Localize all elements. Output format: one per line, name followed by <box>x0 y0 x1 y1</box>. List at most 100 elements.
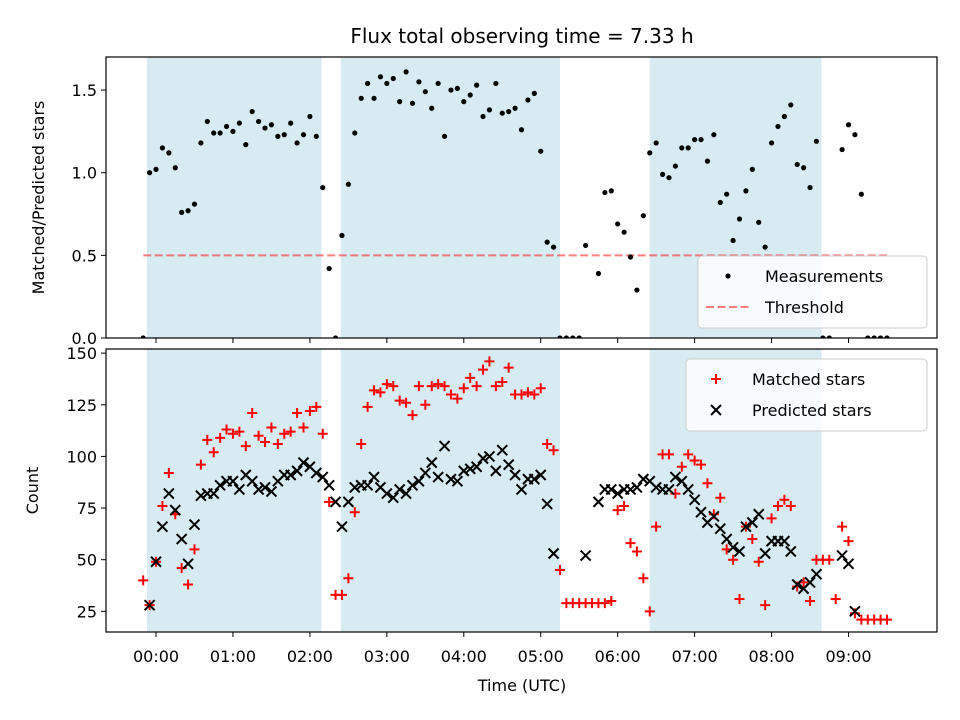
measurement-point <box>377 74 384 80</box>
ratio-panel: 0.0 0.5 1.0 1.5 Matched/Predicted stars Measu… <box>29 56 938 348</box>
matched-star-point <box>471 381 482 392</box>
measurement-point <box>768 140 775 146</box>
matched-star-point <box>503 362 514 373</box>
measurement-point <box>518 127 525 133</box>
matched-star-point <box>240 441 251 452</box>
x-tick-label: 01:00 <box>210 647 256 666</box>
measurement-point <box>692 137 698 143</box>
measurement-point <box>627 254 634 260</box>
count-panel: 25 50 75 100 125 150 00:00 01:00 02:00 03:00 04:00… <box>23 344 938 666</box>
predicted-star-point <box>227 475 239 487</box>
measurement-point <box>409 100 416 106</box>
matched-star-point <box>484 356 495 367</box>
predicted-star-point <box>695 506 707 518</box>
matched-star-point <box>285 426 296 437</box>
x-tick-label: 08:00 <box>749 647 795 666</box>
matched-star-point <box>336 589 347 600</box>
measurement-point <box>499 110 505 116</box>
measurement-point <box>403 69 409 75</box>
matched-star-point <box>362 401 373 412</box>
predicted-star-point <box>579 549 592 562</box>
measurement-point <box>268 122 275 128</box>
y-tick-label: 125 <box>66 396 97 415</box>
measurement-point <box>653 140 659 146</box>
measurement-point <box>788 102 794 108</box>
predicted-star-point <box>535 469 547 481</box>
measurement-point <box>743 188 749 194</box>
predicted-star-point <box>753 508 765 520</box>
predicted-star-point <box>611 487 624 500</box>
matched-star-point <box>696 459 707 470</box>
matched-star-point <box>215 432 226 443</box>
predicted-star-point <box>323 479 335 492</box>
predicted-star-point <box>445 473 457 485</box>
matched-star-point <box>779 494 790 505</box>
predicted-star-point <box>669 471 682 483</box>
matched-star-point <box>663 449 674 460</box>
predicted-star-point <box>477 452 489 465</box>
measurement-point <box>147 170 153 176</box>
predicted-star-point <box>368 471 380 483</box>
matched-star-point <box>554 565 565 576</box>
x-tick-label: 03:00 <box>364 647 410 666</box>
matched-star-point <box>401 397 412 408</box>
measurement-point <box>358 95 364 101</box>
measurement-point <box>865 335 871 338</box>
measurement-point <box>429 105 435 111</box>
x-tick-label: 09:00 <box>825 647 871 666</box>
predicted-star-point <box>400 487 412 500</box>
predicted-star-point <box>406 479 419 492</box>
measurement-point <box>371 95 377 101</box>
predicted-star-point <box>720 533 733 545</box>
measurement-point <box>544 239 550 245</box>
matched-star-point <box>766 513 777 524</box>
measurement-point <box>249 108 255 115</box>
predicted-star-point <box>778 535 791 547</box>
matched-star-point <box>651 521 662 532</box>
measurement-point <box>801 165 807 171</box>
x-tick-label: 07:00 <box>672 647 718 666</box>
predicted-star-point <box>336 520 348 533</box>
predicted-star-point <box>265 485 278 498</box>
matched-star-point <box>388 381 399 392</box>
measurement-point <box>595 270 602 277</box>
matched-star-point <box>683 449 694 460</box>
matched-star-point <box>445 389 456 400</box>
measurement-point <box>749 166 755 172</box>
matched-star-point <box>253 430 264 441</box>
predicted-star-point <box>483 450 496 463</box>
measurement-point <box>506 108 512 115</box>
measurement-point <box>512 105 518 111</box>
matched-star-point <box>728 554 739 565</box>
predicted-star-point <box>740 520 752 533</box>
y-tick-label: 150 <box>66 344 97 363</box>
measurement-point <box>281 132 287 138</box>
x-tick-label: 00:00 <box>133 647 179 666</box>
predicted-star-point <box>528 473 541 485</box>
predicted-star-point <box>836 549 848 562</box>
measurement-point <box>236 120 242 126</box>
measurement-point <box>300 132 307 138</box>
predicted-star-point <box>156 520 169 533</box>
measurement-point <box>223 123 230 130</box>
measurement-point <box>441 133 448 139</box>
y-tick-label: 25 <box>77 602 97 621</box>
matched-star-point <box>439 381 450 392</box>
matched-star-point <box>824 554 835 565</box>
measurement-point <box>756 219 762 225</box>
predicted-star-point <box>547 547 560 560</box>
matched-star-point <box>208 447 219 458</box>
predicted-star-point <box>509 469 521 481</box>
measurement-point <box>448 87 454 93</box>
predicted-star-point <box>688 494 701 506</box>
matched-star-point <box>522 387 533 398</box>
predicted-star-point <box>791 578 803 591</box>
matched-star-point <box>394 395 405 406</box>
matched-star-point <box>266 422 277 433</box>
matched-star-point <box>458 383 469 394</box>
measurement-point <box>339 232 345 239</box>
matched-star-point <box>715 492 726 503</box>
matched-star-point <box>420 399 431 410</box>
measurement-point <box>294 140 300 146</box>
matched-star-point <box>625 538 636 549</box>
